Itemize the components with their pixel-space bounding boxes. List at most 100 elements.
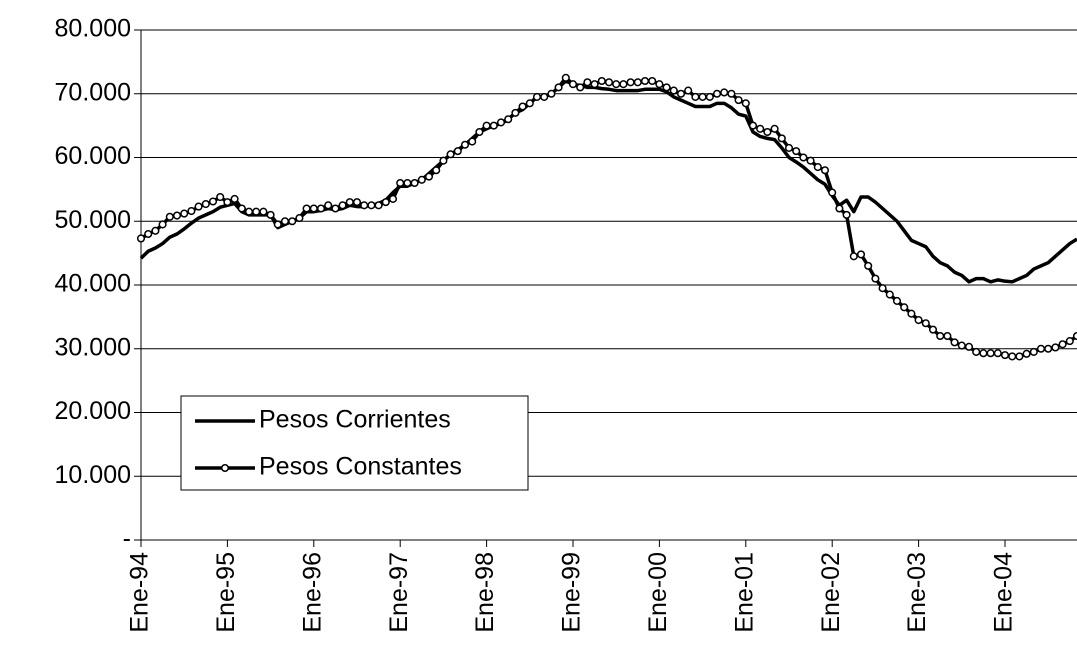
series-marker [907, 309, 916, 318]
x-tick-label: Ene-95 [212, 552, 240, 633]
series-marker [655, 80, 664, 89]
series-marker [439, 156, 448, 165]
series-marker [237, 204, 246, 213]
legend-label: Pesos Constantes [259, 453, 462, 481]
series-marker [417, 175, 426, 184]
series-marker [871, 274, 880, 283]
series-marker [468, 137, 477, 146]
series-marker [295, 214, 304, 223]
series-marker [324, 201, 333, 210]
series-marker [784, 143, 794, 152]
series-marker [914, 316, 923, 325]
y-tick-label: 70.000 [55, 78, 131, 106]
series-marker [856, 250, 866, 259]
x-tick-label: Ene-94 [126, 552, 154, 633]
series-marker [194, 202, 203, 211]
series-marker [374, 201, 383, 210]
y-tick-label: 10.000 [55, 461, 131, 489]
series-marker [806, 156, 815, 165]
series-marker [367, 201, 376, 210]
series-marker [547, 89, 556, 98]
x-tick-label: Ene-03 [903, 552, 931, 633]
series-marker [676, 89, 686, 98]
series-marker [352, 198, 362, 207]
series-marker [748, 121, 758, 130]
series-marker [338, 201, 347, 210]
series-marker [792, 147, 801, 156]
series-marker [360, 201, 369, 210]
series-marker [223, 198, 232, 207]
series-marker [172, 211, 182, 220]
series-marker [597, 76, 606, 86]
series-marker [864, 261, 873, 270]
series-marker [720, 88, 729, 97]
series-marker [1065, 337, 1074, 346]
series-marker [619, 80, 628, 89]
series-marker [381, 198, 390, 207]
series-marker [230, 194, 239, 203]
x-tick-label: Ene-00 [644, 552, 672, 633]
series-marker [576, 83, 585, 92]
legend-box [180, 395, 529, 491]
series-marker [331, 204, 340, 213]
series-marker [280, 217, 290, 226]
series-marker [244, 207, 254, 216]
x-tick-label: Ene-02 [817, 552, 845, 633]
x-tick-label: Ene-98 [471, 552, 499, 633]
series-marker [640, 76, 650, 86]
series-marker [525, 99, 534, 108]
series-marker [158, 220, 167, 229]
series-marker [403, 178, 412, 188]
series-marker [288, 217, 297, 226]
series-marker [496, 118, 506, 127]
series-marker [612, 80, 621, 89]
x-tick-label: Ene-96 [298, 552, 326, 633]
series-marker [266, 210, 275, 219]
series-marker [1008, 352, 1017, 361]
series-marker [756, 124, 765, 133]
series-marker [921, 319, 930, 328]
series-marker [590, 80, 599, 89]
series-marker [900, 303, 909, 312]
series-marker [345, 198, 354, 207]
series-marker [1058, 340, 1067, 349]
series-marker [669, 86, 678, 95]
series-marker [396, 178, 405, 188]
series-marker [568, 80, 578, 89]
series-marker [554, 83, 563, 92]
series-marker [259, 207, 268, 216]
series-marker [489, 121, 498, 130]
series-marker [1022, 349, 1031, 358]
series-marker [1015, 352, 1024, 361]
legend-marker [220, 463, 230, 473]
series-marker [583, 78, 592, 87]
series-marker [482, 121, 491, 130]
series-marker [1036, 344, 1046, 353]
series-marker [842, 210, 851, 219]
series-marker [633, 78, 642, 87]
series-marker [532, 92, 542, 101]
series-marker [705, 92, 714, 101]
x-tick-label: Ene-97 [385, 552, 413, 633]
legend-label: Pesos Corrientes [259, 406, 451, 434]
series-marker [453, 147, 462, 156]
series-marker [972, 347, 981, 356]
series-marker [892, 296, 902, 305]
series-marker [936, 331, 945, 341]
series-marker [957, 341, 966, 350]
series-marker [698, 92, 707, 101]
x-tick-label: Ene-01 [730, 552, 758, 633]
series-marker [943, 331, 952, 341]
series-marker [424, 172, 434, 181]
y-tick-label: 50.000 [55, 206, 131, 234]
series-marker [460, 140, 470, 149]
series-marker [986, 349, 995, 358]
series-marker [208, 197, 218, 206]
series-marker [684, 86, 693, 95]
series-marker [928, 325, 938, 334]
series-marker [878, 284, 887, 293]
series-marker [849, 252, 858, 261]
series-marker [1044, 344, 1053, 353]
series-marker [388, 194, 398, 203]
